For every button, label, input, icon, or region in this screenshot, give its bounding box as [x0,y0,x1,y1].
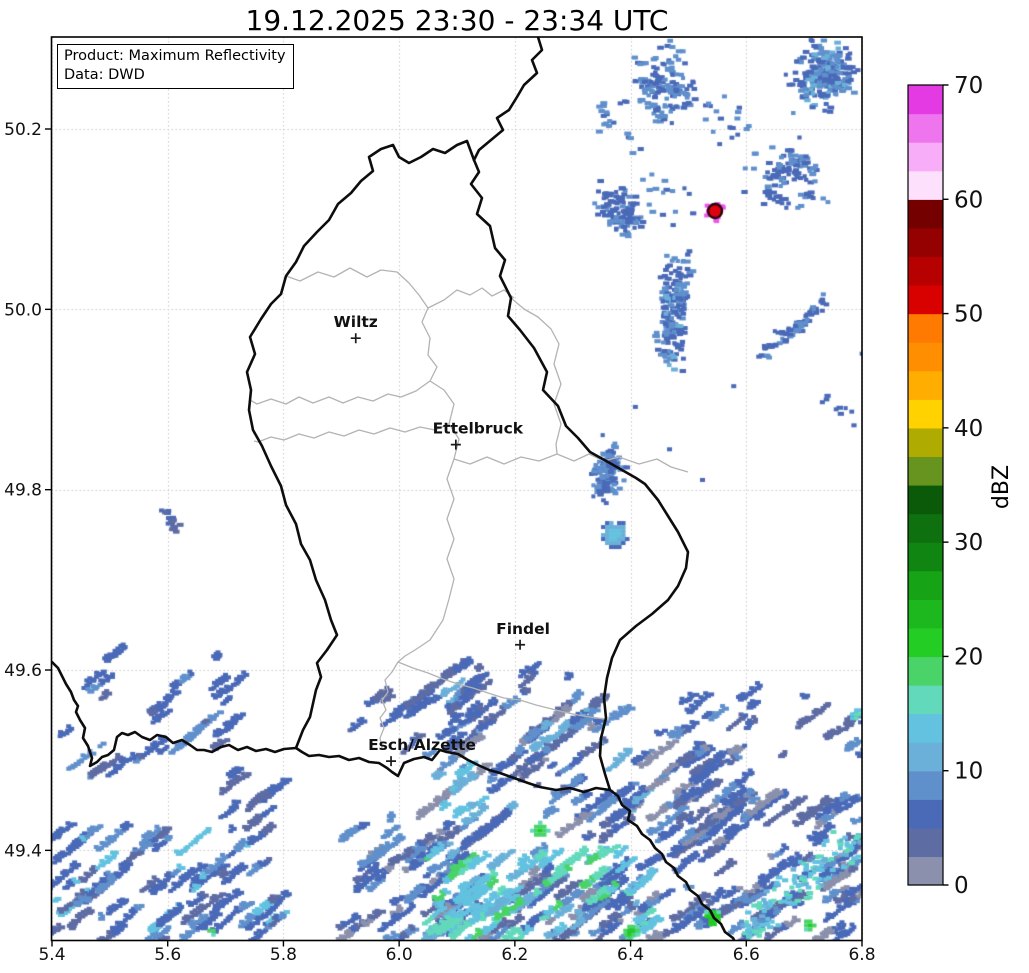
colorbar-segment [908,227,943,258]
colorbar-tick-label: 70 [954,73,983,99]
colorbar-segment [908,542,943,572]
colorbar-segment [908,713,943,743]
x-tick-label: 5.6 [154,945,181,965]
colorbar [908,85,943,886]
city-label: Findel [496,620,550,638]
colorbar-segment [908,599,943,629]
colorbar-tick-label: 0 [954,873,969,899]
district-border [453,453,689,473]
x-tick-label: 6.2 [501,945,528,965]
y-tick-label: 49.8 [4,481,42,501]
country-border-france-belgium [51,660,298,768]
y-tick-label: 49.6 [4,661,42,681]
colorbar-tick-label: 10 [954,759,983,785]
colorbar-segment [908,370,943,400]
country-border-france-germany [608,788,736,941]
x-tick-label: 6.0 [386,945,413,965]
country-borders [51,37,736,941]
colorbar-segment [908,570,943,600]
country-border-luxembourg [245,139,690,794]
city-marker [350,333,361,344]
colorbar-unit-label: dBZ [989,465,1014,509]
city-label: Ettelbruck [433,420,524,438]
colorbar-segment [908,770,943,800]
colorbar-segment [908,856,943,886]
colorbar-segment [908,170,943,200]
colorbar-tick-label: 30 [954,530,983,556]
colorbar-segment [908,742,943,772]
colorbar-segment [908,313,943,343]
colorbar-segment [908,656,943,686]
colorbar-tick-label: 60 [954,187,983,213]
district-borders [249,267,689,749]
colorbar-segment [908,485,943,515]
y-tick-label: 49.4 [4,841,42,861]
data-source-line: Data: DWD [64,66,145,83]
x-tick-label: 5.8 [270,945,297,965]
district-border [427,287,515,309]
y-tick-label: 50.2 [4,120,42,140]
colorbar-segment [908,113,943,143]
colorbar-tick-label: 40 [954,416,983,442]
plot-frame [50,36,863,942]
colorbar-segment [908,399,943,429]
colorbar-segment [908,827,943,858]
x-axis: 5.4 5.6 5.8 6.0 6.2 6.4 6.6 6.8 [38,940,876,965]
y-tick-label: 50.0 [4,300,42,320]
colorbar-segment [908,285,943,315]
x-tick-label: 6.8 [848,945,875,965]
colorbar-segment [908,85,943,115]
colorbar-ticks: 0 10 20 30 40 50 60 70 [943,73,983,899]
district-border [249,267,438,405]
colorbar-segment [908,799,943,829]
district-border [510,297,562,455]
colorbar-segment [908,627,943,658]
colorbar-tick-label: 20 [954,644,983,670]
x-tick-label: 6.6 [733,945,760,965]
district-border [397,661,610,721]
colorbar-segment [908,199,943,229]
city-marker [386,756,397,767]
figure-title: 19.12.2025 23:30 - 23:34 UTC [246,4,669,37]
colorbar-tick-label: 50 [954,302,983,328]
x-tick-label: 5.4 [38,945,65,965]
colorbar-segment [908,342,943,372]
product-info-box: Product: Maximum Reflectivity Data: DWD [57,44,294,89]
district-border [253,423,450,443]
country-border-germany-belgium [472,37,544,162]
city-label: Esch/Alzette [368,736,476,754]
city-label: Wiltz [334,313,378,331]
city-markers-layer: Wiltz Ettelbruck Findel Esch/Alzette [334,313,550,767]
district-border [379,661,399,749]
colorbar-segment [908,142,943,172]
y-axis: 49.4 49.6 49.8 50.0 50.2 [4,120,52,861]
city-marker [515,639,526,650]
district-border [397,380,460,663]
colorbar-segment [908,427,943,458]
colorbar-segment [908,456,943,486]
x-tick-label: 6.4 [617,945,644,965]
colorbar-frame [907,84,944,886]
product-info-line: Product: Maximum Reflectivity [64,48,286,64]
colorbar-segment [908,685,943,715]
colorbar-segment [908,256,943,286]
colorbar-segment [908,513,943,543]
city-marker [450,439,461,450]
